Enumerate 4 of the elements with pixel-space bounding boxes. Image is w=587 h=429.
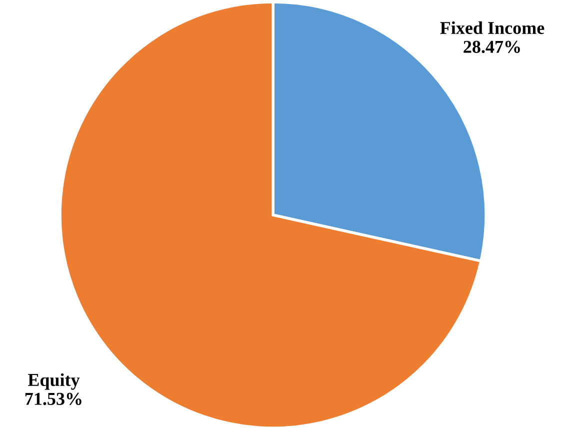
data-label: 71.53% xyxy=(25,392,82,406)
slice-label: Equity xyxy=(28,373,80,390)
data-label: 28.47% xyxy=(464,40,520,54)
slice-label: Fixed Income xyxy=(440,21,544,34)
